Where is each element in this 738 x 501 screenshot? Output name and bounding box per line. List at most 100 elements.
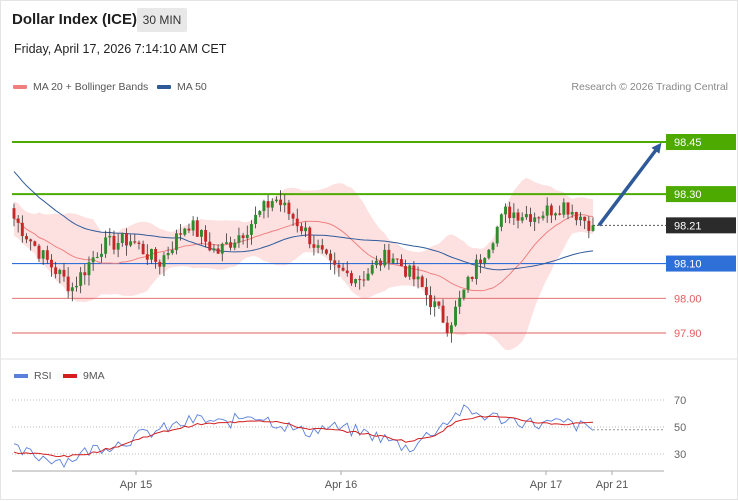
candle-body (83, 272, 87, 276)
candle-body (437, 301, 441, 306)
candle-body (333, 260, 337, 265)
candle-body (87, 262, 91, 276)
candle-body (45, 250, 49, 260)
rsi-tick-70: 70 (674, 395, 686, 407)
candle-body (304, 227, 308, 232)
candle-body (383, 249, 387, 266)
candle-body (204, 230, 208, 242)
candle-body (554, 213, 557, 216)
candle-body (349, 273, 353, 284)
price-levels: 98.45 98.30 98.10 98.00 97.90 98.21 (12, 134, 736, 340)
candle-body (341, 267, 345, 271)
candle-body (174, 233, 178, 251)
candle-body (137, 242, 141, 244)
candle-body (466, 276, 470, 290)
candle-body (416, 276, 420, 280)
instrument-title: Dollar Index (ICE) (12, 11, 138, 28)
level-badge-98.10 (666, 255, 736, 272)
candle-body (129, 241, 133, 246)
candle-body (33, 241, 37, 246)
candle-body (587, 220, 591, 231)
candle-body (233, 242, 237, 248)
candle-body (320, 245, 324, 250)
legend-label-rsi: RSI (34, 370, 52, 382)
candle-body (337, 264, 341, 268)
candle-body (291, 213, 295, 219)
bollinger-bands (14, 177, 593, 351)
candle-body (495, 226, 499, 244)
current-price-badge (666, 217, 736, 234)
candle-body (462, 289, 466, 298)
level-badge-98.30 (666, 186, 736, 203)
candle-body (474, 259, 478, 280)
ma20-line (13, 214, 594, 292)
candle-body (241, 235, 245, 239)
candle-body (583, 216, 587, 221)
candle-body (41, 250, 45, 259)
candle-body (483, 258, 487, 264)
candle-body (199, 230, 203, 237)
candle-body (358, 279, 362, 281)
legend-swatch-ma20 (13, 85, 27, 89)
header: Dollar Index (ICE) 30 MIN (1, 1, 737, 35)
bollinger-fill (14, 177, 593, 351)
candle-body (541, 215, 545, 219)
candle-body (195, 220, 199, 237)
candle-body (170, 250, 174, 253)
candle-body (220, 243, 224, 254)
candle-body (62, 269, 66, 277)
candle-body (191, 220, 195, 231)
candle-body (445, 322, 449, 333)
candle-body (158, 261, 162, 267)
legend-label-ma20: MA 20 + Bollinger Bands (33, 81, 149, 93)
candle-body (249, 224, 253, 235)
level-label-98.45: 98.45 (674, 137, 702, 149)
candle-body (29, 239, 33, 242)
candle-body (150, 248, 153, 260)
candle-body (299, 226, 303, 232)
candle-body (508, 206, 512, 219)
candle-body (112, 235, 116, 250)
legend-label-ma50: MA 50 (177, 81, 207, 93)
copyright: Research © 2026 Trading Central (571, 81, 728, 93)
candle-body (266, 201, 270, 208)
candle-body (79, 272, 83, 286)
moving-averages (13, 171, 594, 292)
level-label-97.90: 97.90 (674, 328, 702, 340)
candle-body (66, 276, 70, 292)
candle-body (104, 237, 108, 254)
candle-body (108, 235, 112, 238)
candle-body (312, 244, 316, 248)
candle-body (412, 265, 416, 280)
x-axis: Apr 15 Apr 16 Apr 17 Apr 21 (12, 470, 664, 491)
x-tick-label: Apr 17 (530, 479, 562, 491)
candle-body (258, 210, 262, 215)
candle-body (262, 201, 266, 211)
candle-body (512, 212, 516, 219)
legend-swatch-rsi (14, 374, 28, 378)
candle-body (370, 265, 374, 274)
legend-swatch-ma9 (63, 374, 77, 378)
candle-body (162, 255, 166, 267)
candle-body (516, 212, 520, 221)
candle-body (324, 249, 328, 254)
candle-body (187, 228, 191, 231)
candle-body (504, 206, 507, 215)
candle-body (491, 243, 495, 250)
candle-body (549, 205, 553, 216)
candle-body (75, 285, 78, 288)
candle-body (354, 279, 358, 284)
timestamp: Friday, April 17, 2026 7:14:10 AM CET (14, 42, 227, 56)
rsi-tick-30: 30 (674, 449, 686, 461)
interval-selector[interactable]: 30 MIN (137, 8, 187, 32)
legend-ma20: MA 20 + Bollinger Bands (13, 81, 148, 93)
candle-body (16, 218, 20, 223)
candle-body (529, 214, 532, 222)
candle-body (125, 233, 128, 246)
candle-body (133, 241, 137, 243)
candle-body (245, 234, 249, 239)
legend-swatch-ma50 (157, 85, 171, 89)
candle-body (470, 276, 474, 280)
